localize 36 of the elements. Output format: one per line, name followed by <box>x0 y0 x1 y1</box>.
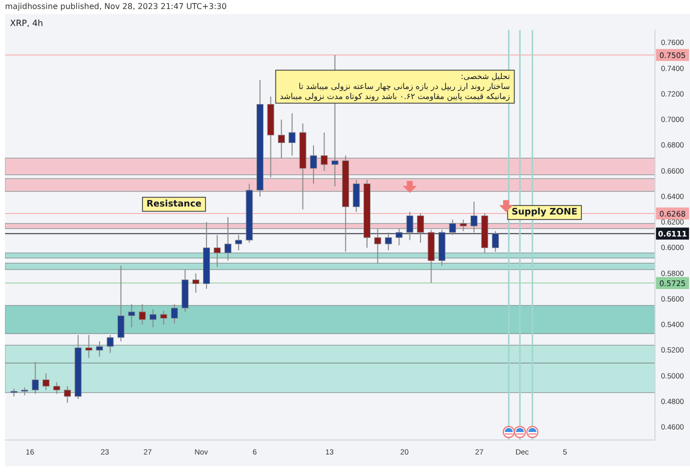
candlestick <box>106 334 114 354</box>
candlestick <box>406 211 414 241</box>
candlestick <box>470 201 478 233</box>
candlestick <box>278 119 285 159</box>
candlestick <box>449 219 456 236</box>
candlestick <box>138 304 146 326</box>
chart-subtitle: majidhossine published, Nov 28, 2023 21:47 UTC+3:30 <box>5 2 227 11</box>
candlestick <box>417 212 424 244</box>
candlestick <box>85 334 92 358</box>
candlestick <box>192 272 200 294</box>
candlestick <box>32 361 39 394</box>
candlestick <box>374 228 382 264</box>
candlestick <box>170 304 178 324</box>
candlestick <box>352 179 360 212</box>
chart-title: XRP, 4h <box>10 19 44 29</box>
candlestick <box>492 230 499 252</box>
candlestick <box>64 386 71 404</box>
candlestick <box>117 265 124 342</box>
candlestick <box>320 132 328 172</box>
candlestick <box>128 304 136 328</box>
candlestick <box>460 219 467 232</box>
candlestick <box>235 234 242 251</box>
candlestick <box>150 308 156 328</box>
annotation: Resistance <box>146 199 202 210</box>
candlestick <box>396 228 403 246</box>
annotation: Supply ZONE <box>512 208 578 218</box>
candlestick <box>160 310 168 326</box>
annotation: تحلیل شخصی: ساختار روند ارز ریپل در بازه زمانی چهار ساعته نزولی میباشد تا زمانیکه قیمت پایین مقاومت ۰.۶۲ باشد روند کوتاه مدت نزولی میباشد <box>280 72 510 102</box>
candlestick <box>42 372 50 391</box>
candlestick <box>288 112 296 156</box>
candlestick <box>224 216 232 262</box>
candlestick <box>384 232 392 251</box>
candlestick <box>214 234 221 268</box>
candlestick <box>53 382 60 394</box>
candlestick <box>310 144 317 184</box>
candlestick <box>96 340 103 358</box>
